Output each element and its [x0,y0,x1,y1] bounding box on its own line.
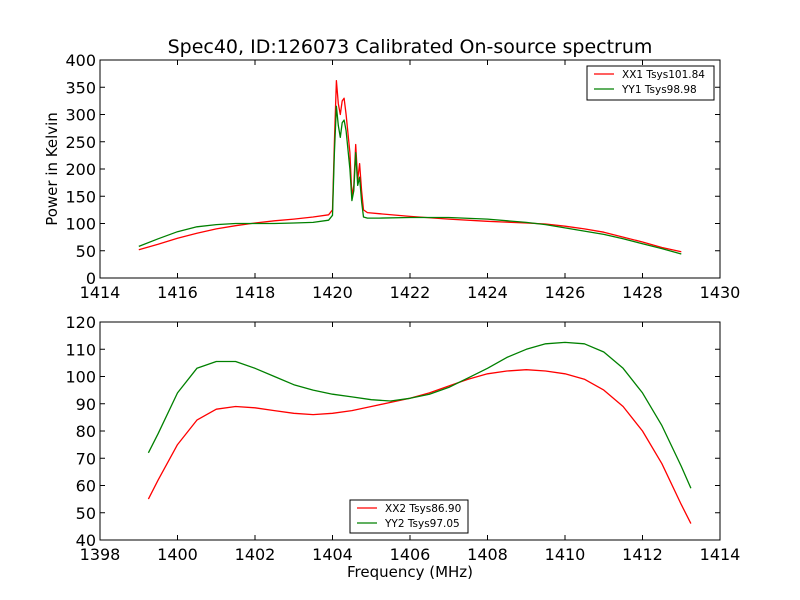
bottom-y-tick-label: 90 [76,395,96,414]
top-x-tick-label: 1416 [157,283,198,302]
bottom-chart: 1398 1400 1402 1404 1406 1408 1410 1412 1414 40 50… [65,313,740,581]
top-y-tick-label: 100 [65,215,96,234]
bottom-x-tick-label: 1406 [390,545,431,564]
bottom-x-tick-label: 1398 [80,545,121,564]
top-x-tick-label: 1428 [622,283,663,302]
top-y-tick-label: 350 [65,78,96,97]
top-y-tick-label: 150 [65,187,96,206]
chart-title: Spec40, ID:126073 Calibrated On-source s… [168,36,653,58]
bottom-x-tick-label: 1412 [622,545,663,564]
top-ticks-group: 1414 1416 1418 1420 1422 1424 1426 1428 1430 0 50 1… [65,51,740,302]
top-y-tick-label: 300 [65,106,96,125]
bottom-x-tick-label: 1402 [235,545,276,564]
top-legend: XX1 Tsys101.84 YY1 Tsys98.98 [586,65,715,101]
bottom-y-tick-label: 80 [76,422,96,441]
legend-label-yy2: YY2 Tsys97.05 [384,518,460,530]
top-series-line-1 [138,105,682,255]
top-x-tick-label: 1422 [390,283,431,302]
bottom-y-tick-label: 40 [76,531,96,550]
top-x-tick-label: 1430 [700,283,741,302]
bottom-x-tick-label: 1414 [700,545,741,564]
bottom-ticks-group: 1398 1400 1402 1404 1406 1408 1410 1412 1414 40 50… [65,313,740,564]
legend-label-xx2: XX2 Tsys86.90 [385,503,461,515]
bottom-x-tick-label: 1404 [312,545,353,564]
legend-label-xx1: XX1 Tsys101.84 [622,69,705,81]
top-y-tick-label: 400 [65,51,96,70]
bottom-series-line-1 [147,341,692,489]
top-y-tick-label: 50 [76,242,96,261]
top-y-tick-label: 200 [65,160,96,179]
bottom-y-tick-label: 50 [76,504,96,523]
bottom-y-tick-label: 100 [65,368,96,387]
bottom-x-tick-label: 1400 [157,545,198,564]
legend-label-yy1: YY1 Tsys98.98 [621,84,697,96]
bottom-y-tick-label: 110 [65,340,96,359]
top-x-tick-label: 1424 [467,283,508,302]
top-series-group [138,80,682,255]
top-y-axis-label: Power in Kelvin [43,112,61,226]
bottom-series-group [147,341,692,524]
bottom-legend: XX2 Tsys86.90 YY2 Tsys97.05 [349,499,469,534]
bottom-y-tick-label: 70 [76,449,96,468]
top-x-tick-label: 1420 [312,283,353,302]
top-chart: Spec40, ID:126073 Calibrated On-source s… [43,36,740,302]
bottom-y-tick-label: 120 [65,313,96,332]
top-y-tick-label: 0 [86,269,96,288]
top-x-tick-label: 1426 [545,283,586,302]
bottom-x-axis-label: Frequency (MHz) [347,563,473,581]
top-x-tick-label: 1414 [80,283,121,302]
bottom-x-tick-label: 1408 [467,545,508,564]
bottom-y-tick-label: 60 [76,477,96,496]
top-y-tick-label: 250 [65,133,96,152]
bottom-x-tick-label: 1410 [545,545,586,564]
top-x-tick-label: 1418 [235,283,276,302]
